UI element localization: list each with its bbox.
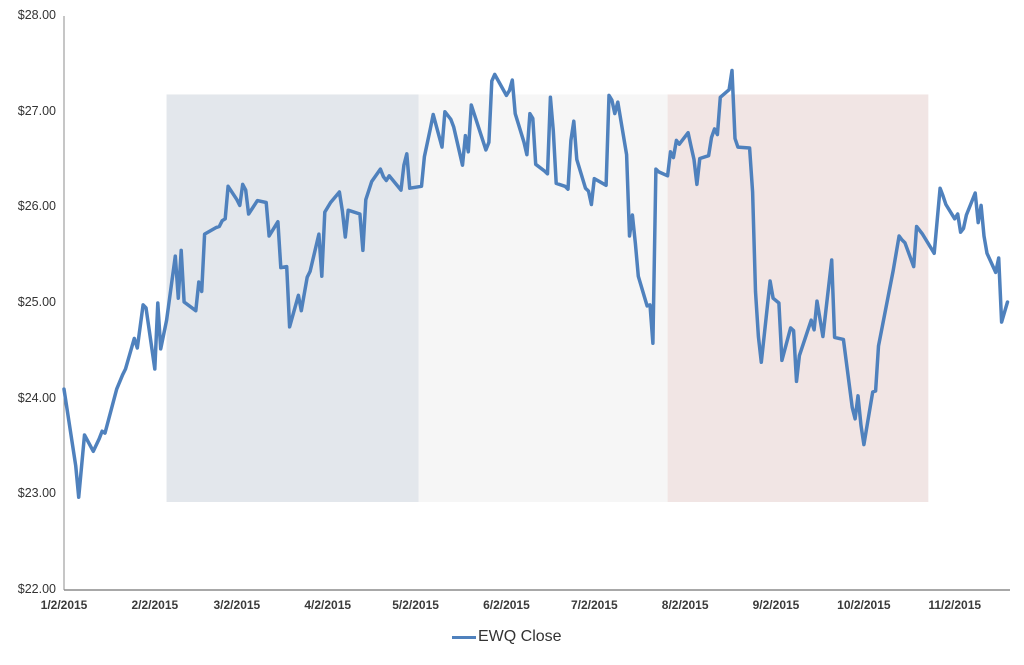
x-tick-label: 5/2/2015 (392, 598, 439, 612)
y-tick-label: $28.00 (17, 8, 56, 22)
x-tick-label: 2/2/2015 (131, 598, 179, 612)
y-tick-label: $25.00 (17, 295, 56, 309)
x-tick-label: 6/2/2015 (483, 598, 530, 612)
y-tick-label: $26.00 (17, 199, 56, 214)
y-tick-label: $24.00 (17, 390, 56, 405)
x-tick-label: 11/2/2015 (928, 598, 982, 612)
y-tick-label: $27.00 (17, 103, 56, 118)
x-tick-label: 7/2/2015 (570, 598, 618, 612)
x-tick-label: 4/2/2015 (304, 598, 352, 612)
legend: EWQ Close (452, 628, 562, 646)
x-tick-label: 1/2/2015 (40, 598, 88, 612)
x-tick-label: 3/2/2015 (213, 598, 261, 612)
legend-line-swatch-icon (452, 635, 476, 639)
french-flag-red-band (667, 94, 929, 502)
x-tick-label: 8/2/2015 (661, 598, 709, 612)
french-flag-white-band (418, 94, 668, 502)
x-tick-label: 10/2/2015 (837, 598, 891, 612)
ewq-close-series-line (62, 68, 1010, 499)
legend-label: EWQ Close (478, 628, 562, 645)
y-tick-label: $22.00 (17, 582, 56, 596)
y-tick-label: $23.00 (17, 486, 56, 501)
french-flag-blue-band (166, 94, 419, 502)
x-tick-label: 9/2/2015 (752, 598, 800, 612)
